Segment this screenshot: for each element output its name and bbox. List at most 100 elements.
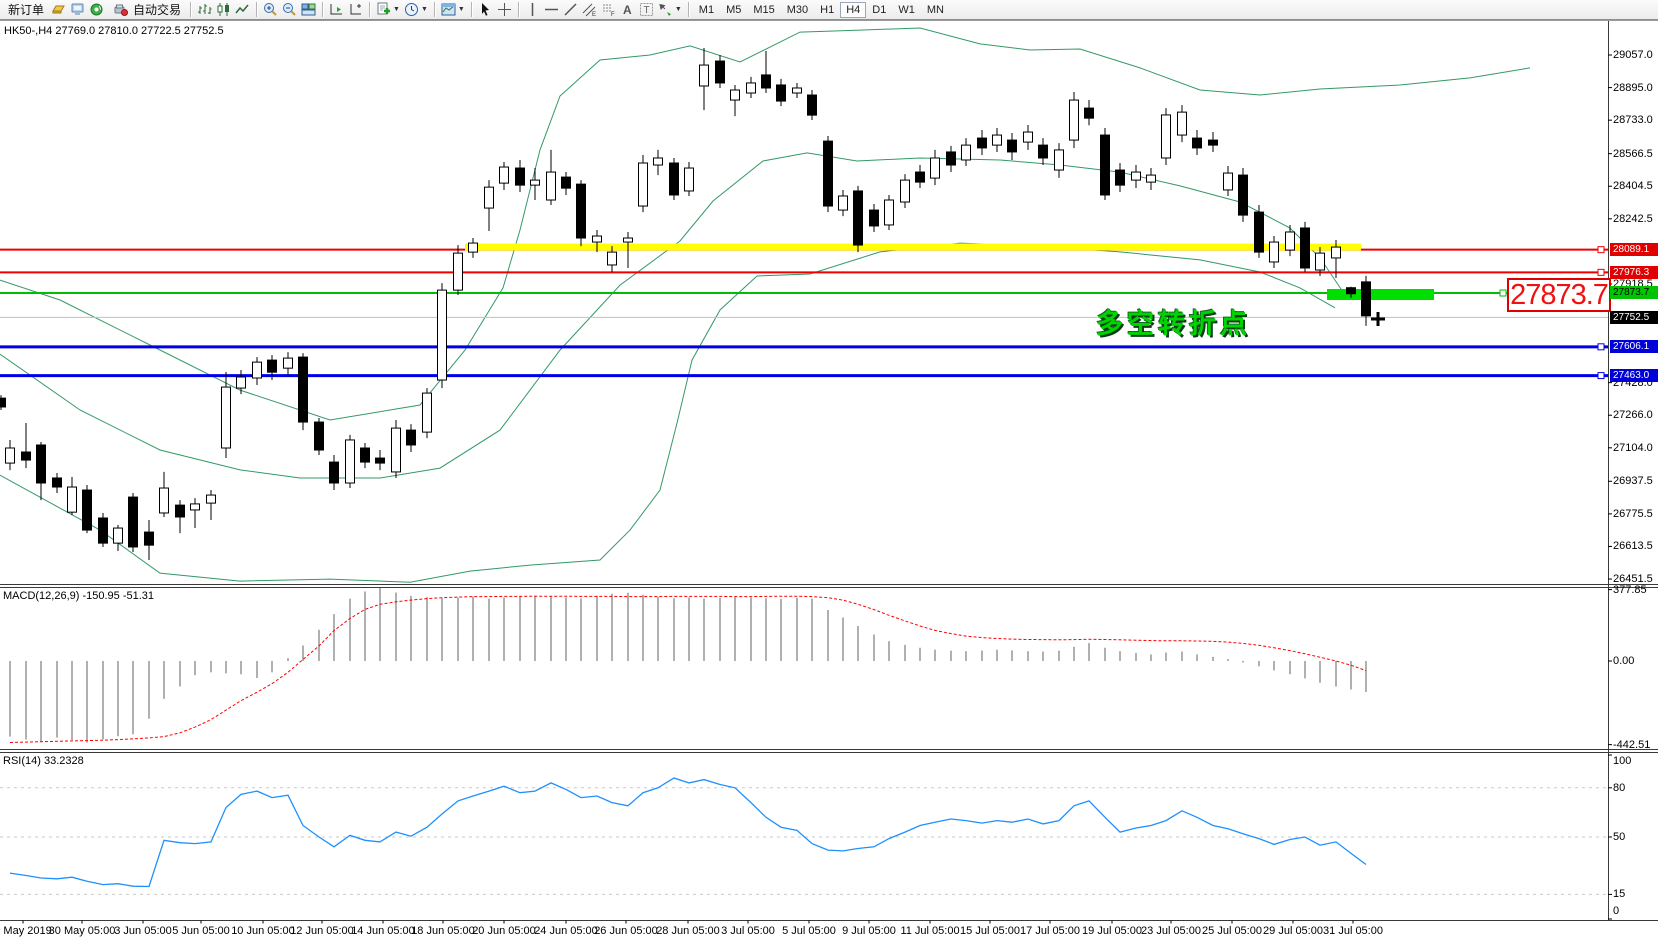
candle-body — [546, 171, 556, 201]
equidistant-channel-icon[interactable]: E — [580, 1, 599, 19]
arrows-tool-icon[interactable] — [656, 1, 675, 19]
zoom-out-icon[interactable] — [280, 1, 299, 19]
candle-body — [576, 183, 586, 239]
candle-body — [175, 504, 185, 518]
vertical-line-icon[interactable] — [523, 1, 542, 19]
candle-body — [484, 186, 494, 209]
auto-trading-button[interactable]: 自动交易 — [106, 1, 186, 19]
price-tick-label: 28566.5 — [1613, 147, 1653, 160]
zoom-in-icon[interactable] — [261, 1, 280, 19]
auto-scroll-icon[interactable] — [327, 1, 346, 19]
chevron-down-icon[interactable]: ▼ — [393, 6, 400, 13]
text-label-tool-icon[interactable]: T — [637, 1, 656, 19]
timeframe-d1[interactable]: D1 — [872, 3, 887, 16]
tile-windows-icon[interactable] — [299, 1, 318, 19]
fibonacci-icon[interactable]: F — [599, 1, 618, 19]
chart-shift-icon[interactable] — [346, 1, 365, 19]
candle-body — [236, 376, 246, 389]
timeframe-m5[interactable]: M5 — [726, 3, 742, 16]
candle-body — [977, 137, 987, 149]
timeframe-w1[interactable]: W1 — [898, 3, 915, 16]
template-icon[interactable] — [439, 1, 458, 19]
candle-body — [746, 82, 756, 94]
line-handle — [1597, 372, 1605, 380]
timeframe-m30[interactable]: M30 — [786, 3, 809, 16]
candle-body — [1315, 252, 1325, 271]
chevron-down-icon[interactable]: ▼ — [457, 6, 465, 13]
new-order-button[interactable]: 新订单 — [3, 1, 49, 19]
time-tick-label: 15 Jul 05:00 — [960, 925, 1020, 937]
yellow-highlight-band[interactable] — [465, 243, 1361, 251]
timeframe-m1[interactable]: M1 — [698, 3, 715, 16]
crosshair-icon[interactable] — [495, 1, 514, 19]
period-clock-icon[interactable] — [402, 1, 421, 19]
time-tick-label: 26 Jun 05:00 — [594, 925, 658, 937]
add-indicator-icon[interactable] — [374, 1, 393, 19]
candle-body — [638, 162, 648, 207]
candle-body — [684, 167, 694, 192]
price-tick-label: 27104.0 — [1613, 441, 1653, 454]
timeframe-h4[interactable]: H4 — [840, 1, 867, 18]
order-ticket-icon[interactable] — [49, 1, 68, 19]
cursor-icon[interactable] — [476, 1, 495, 19]
time-tick-label: 30 May 05:00 — [48, 925, 116, 937]
horizontal-line-icon[interactable] — [542, 1, 561, 19]
candle-body — [391, 427, 401, 473]
candle-body — [314, 421, 324, 451]
time-tick-label: 5 Jul 05:00 — [782, 925, 836, 937]
turning-point-annotation[interactable]: 多空转折点 — [1096, 309, 1251, 339]
candle-body — [1100, 134, 1110, 196]
terminal-icon[interactable] — [68, 1, 87, 19]
candle-body — [360, 447, 370, 463]
bollinger-lower-band — [0, 242, 1336, 583]
candle-body — [592, 235, 602, 243]
chevron-down-icon[interactable]: ▼ — [674, 6, 682, 13]
signal-icon[interactable] — [87, 1, 106, 19]
price-badge: 27976.3 — [1610, 265, 1658, 279]
candle-body — [499, 166, 509, 184]
price-tick-label: 26451.5 — [1613, 573, 1653, 586]
time-tick-label: 10 Jun 05:00 — [231, 925, 295, 937]
bar-chart-icon[interactable] — [195, 1, 214, 19]
rsi-tick-label: 80 — [1613, 781, 1626, 794]
rsi-tick-label: 100 — [1613, 755, 1632, 767]
candle-body — [530, 179, 540, 186]
candlestick-icon[interactable] — [214, 1, 233, 19]
text-tool-icon[interactable]: A — [618, 1, 637, 19]
timeframe-mn[interactable]: MN — [926, 3, 944, 16]
candle-body — [52, 477, 62, 488]
candle-body — [869, 209, 879, 227]
candle-body — [406, 429, 416, 446]
trendline-icon[interactable] — [561, 1, 580, 19]
candle-body — [144, 531, 154, 546]
candle-body — [252, 361, 262, 379]
macd-tick-label: -442.51 — [1613, 738, 1651, 751]
timeframe-h1[interactable]: H1 — [820, 3, 835, 16]
candle-body — [807, 94, 817, 116]
line-chart-icon[interactable] — [233, 1, 252, 19]
candle-body — [946, 151, 956, 166]
candle-body — [267, 359, 277, 373]
chevron-down-icon[interactable]: ▼ — [420, 6, 428, 13]
candle-body — [1069, 99, 1079, 141]
time-tick-label: 23 Jul 05:00 — [1141, 925, 1201, 937]
green-highlight-band[interactable] — [1327, 289, 1434, 300]
candle-body — [67, 486, 77, 513]
time-tick-label: 18 Jun 05:00 — [411, 925, 475, 937]
timeframe-m15[interactable]: M15 — [753, 3, 775, 16]
candle-body — [1161, 114, 1171, 159]
candle-body — [98, 517, 108, 544]
candle-body — [607, 251, 617, 266]
time-tick-label: 14 Jun 05:00 — [351, 925, 415, 937]
time-tick-label: 12 Jun 05:00 — [290, 925, 354, 937]
candle-body — [699, 64, 709, 87]
candle-body — [623, 237, 633, 243]
candle-body — [190, 503, 200, 511]
price-tick-label: 27266.0 — [1613, 409, 1653, 422]
price-tick-label: 26775.5 — [1613, 507, 1653, 520]
price-tick-label: 28733.0 — [1613, 114, 1653, 127]
candle-body — [375, 457, 385, 464]
price-callout-box[interactable]: 27873.7 — [1507, 278, 1611, 312]
